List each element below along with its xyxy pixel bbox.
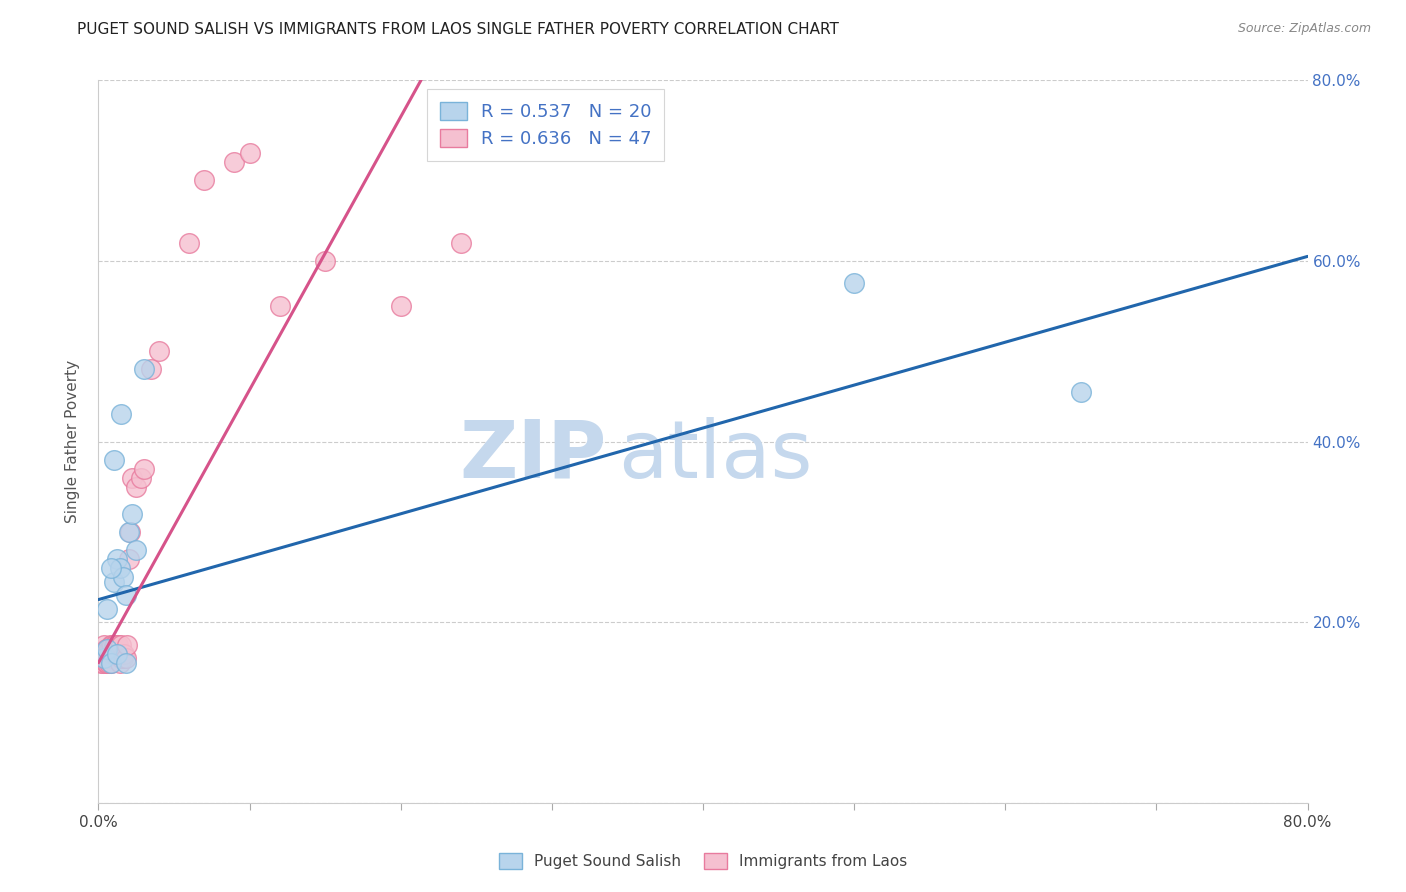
Point — [93, 638, 115, 652]
Point — [1070, 384, 1092, 399]
Point — [110, 651, 132, 665]
Point — [450, 235, 472, 250]
Point — [100, 656, 122, 670]
Point — [104, 647, 127, 661]
Point — [94, 656, 117, 670]
Point — [125, 480, 148, 494]
Point — [108, 561, 131, 575]
Point — [93, 651, 115, 665]
Point — [179, 235, 201, 250]
Point — [111, 651, 134, 665]
Text: ZIP: ZIP — [458, 417, 606, 495]
Point — [111, 570, 134, 584]
Point — [389, 299, 412, 313]
Point — [103, 574, 125, 589]
Point — [314, 254, 336, 268]
Text: atlas: atlas — [619, 417, 813, 495]
Point — [108, 647, 131, 661]
Point — [101, 647, 124, 661]
Point — [114, 588, 136, 602]
Point — [104, 638, 127, 652]
Point — [96, 647, 118, 661]
Point — [103, 647, 125, 661]
Point — [110, 408, 132, 422]
Point — [96, 656, 118, 670]
Point — [224, 154, 246, 169]
Point — [110, 638, 132, 652]
Y-axis label: Single Father Poverty: Single Father Poverty — [65, 360, 80, 523]
Text: Source: ZipAtlas.com: Source: ZipAtlas.com — [1237, 22, 1371, 36]
Point — [115, 638, 138, 652]
Point — [103, 452, 125, 467]
Point — [100, 656, 122, 670]
Point — [132, 461, 155, 475]
Text: PUGET SOUND SALISH VS IMMIGRANTS FROM LAOS SINGLE FATHER POVERTY CORRELATION CHA: PUGET SOUND SALISH VS IMMIGRANTS FROM LA… — [77, 22, 839, 37]
Point — [105, 647, 128, 661]
Point — [112, 647, 135, 661]
Legend: R = 0.537   N = 20, R = 0.636   N = 47: R = 0.537 N = 20, R = 0.636 N = 47 — [427, 89, 665, 161]
Point — [100, 638, 122, 652]
Point — [105, 647, 128, 661]
Point — [103, 638, 125, 652]
Point — [101, 638, 124, 652]
Point — [91, 656, 114, 670]
Point — [96, 642, 118, 657]
Point — [90, 656, 112, 670]
Point — [98, 656, 121, 670]
Point — [269, 299, 291, 313]
Legend: Puget Sound Salish, Immigrants from Laos: Puget Sound Salish, Immigrants from Laos — [492, 847, 914, 875]
Point — [107, 642, 129, 657]
Point — [125, 542, 148, 557]
Point — [114, 656, 136, 670]
Point — [129, 471, 152, 485]
Point — [141, 362, 163, 376]
Point — [120, 524, 142, 539]
Point — [100, 651, 122, 665]
Point — [105, 638, 128, 652]
Point — [107, 638, 129, 652]
Point — [100, 561, 122, 575]
Point — [148, 344, 170, 359]
Point — [118, 552, 141, 566]
Point — [118, 524, 141, 539]
Point — [93, 647, 115, 661]
Point — [94, 642, 117, 657]
Point — [108, 656, 131, 670]
Point — [239, 145, 262, 160]
Point — [844, 277, 866, 291]
Point — [96, 601, 118, 615]
Point — [121, 507, 143, 521]
Point — [193, 172, 215, 186]
Point — [121, 471, 143, 485]
Point — [98, 642, 121, 657]
Point — [132, 362, 155, 376]
Point — [105, 552, 128, 566]
Point — [114, 651, 136, 665]
